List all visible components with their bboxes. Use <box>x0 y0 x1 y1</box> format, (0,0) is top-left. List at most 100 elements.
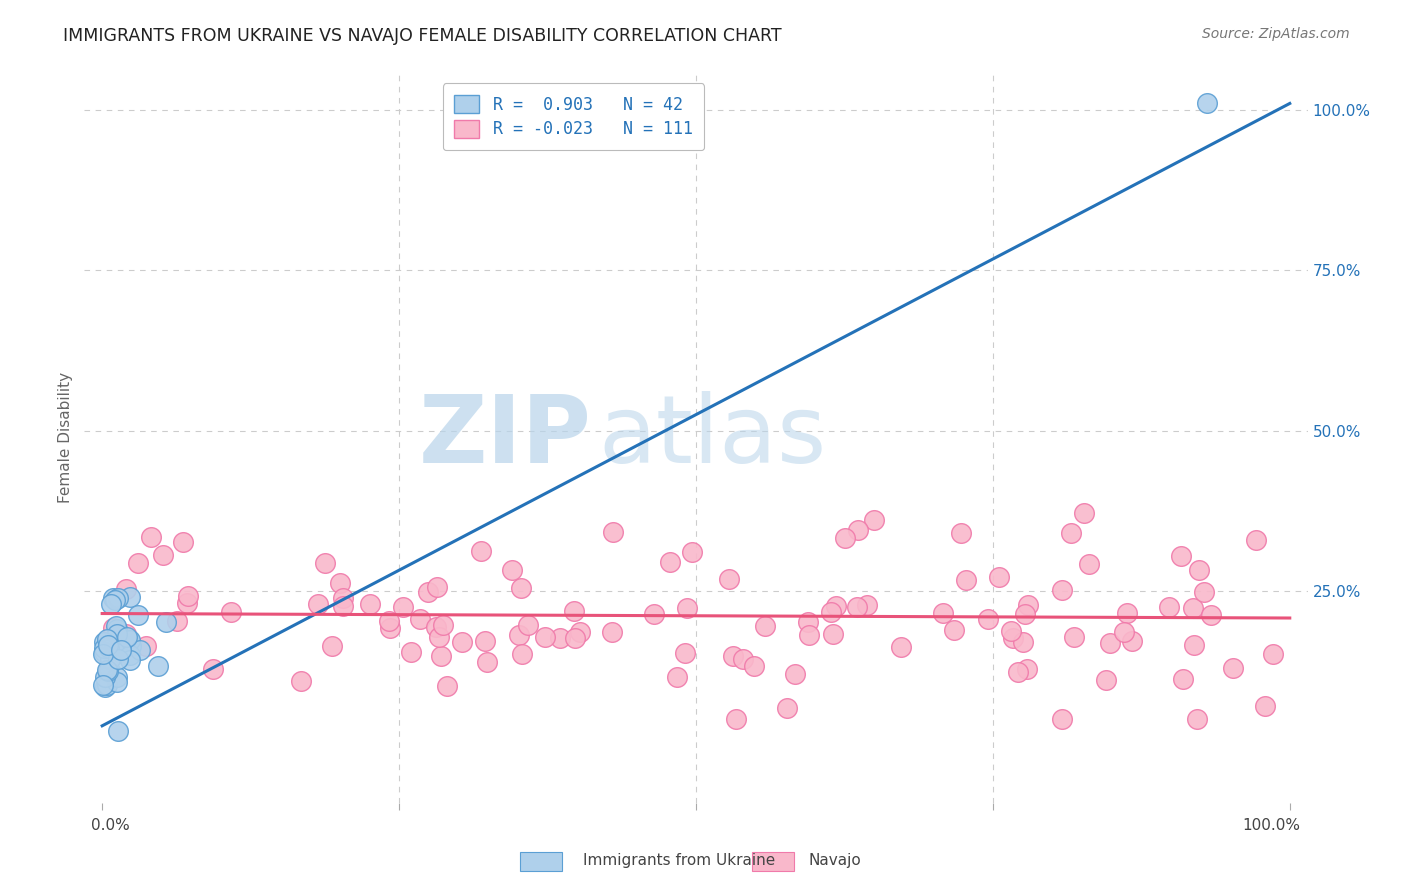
Point <box>118 590 141 604</box>
Point <box>1095 673 1118 688</box>
Point <box>681 545 703 559</box>
Point <box>101 621 124 635</box>
Point <box>392 600 415 615</box>
Point <box>820 605 842 619</box>
Point <box>321 639 343 653</box>
Point <box>602 525 624 540</box>
Point <box>308 597 330 611</box>
Point <box>107 622 129 636</box>
Point <box>533 630 555 644</box>
Point <box>569 625 592 640</box>
Point <box>1192 585 1215 599</box>
Point <box>846 524 869 538</box>
Point <box>1121 633 1143 648</box>
Point <box>1170 549 1192 564</box>
Point <box>107 591 129 606</box>
Point <box>673 646 696 660</box>
Point <box>797 628 820 642</box>
Point <box>91 648 114 662</box>
Point <box>509 581 531 595</box>
Point <box>1222 661 1244 675</box>
Point <box>890 640 912 654</box>
Point <box>427 630 450 644</box>
Point <box>377 614 399 628</box>
Point <box>399 645 422 659</box>
Point <box>176 596 198 610</box>
Point <box>725 712 748 726</box>
Point <box>1115 606 1137 620</box>
Point <box>510 647 533 661</box>
Point <box>1007 665 1029 679</box>
Text: Navajo: Navajo <box>808 854 862 868</box>
Point <box>152 548 174 562</box>
Point <box>1182 638 1205 652</box>
Point <box>1244 533 1267 547</box>
Point <box>93 641 115 656</box>
Point <box>107 724 129 739</box>
Point <box>1014 607 1036 622</box>
Point <box>863 513 886 527</box>
Point <box>96 678 118 692</box>
Point <box>98 661 121 675</box>
Point <box>430 648 453 663</box>
Point <box>658 555 681 569</box>
Point <box>290 674 312 689</box>
Point <box>135 639 157 653</box>
Point <box>1098 635 1121 649</box>
Point <box>114 627 136 641</box>
Point <box>731 652 754 666</box>
Text: ZIP: ZIP <box>419 391 592 483</box>
Point <box>1261 647 1284 661</box>
Point <box>359 598 381 612</box>
Point <box>1017 662 1039 676</box>
Text: atlas: atlas <box>598 391 827 483</box>
Point <box>1078 558 1101 572</box>
Point <box>432 617 454 632</box>
Point <box>127 608 149 623</box>
Point <box>742 658 765 673</box>
Point <box>115 582 138 596</box>
Point <box>1171 672 1194 686</box>
Text: IMMIGRANTS FROM UKRAINE VS NAVAJO FEMALE DISABILITY CORRELATION CHART: IMMIGRANTS FROM UKRAINE VS NAVAJO FEMALE… <box>63 27 782 45</box>
Point <box>425 620 447 634</box>
Text: Source: ZipAtlas.com: Source: ZipAtlas.com <box>1202 27 1350 41</box>
Point <box>564 631 586 645</box>
Point <box>380 621 402 635</box>
Point <box>1063 630 1085 644</box>
Point <box>1073 506 1095 520</box>
Point <box>834 532 856 546</box>
Point <box>821 627 844 641</box>
Legend: R =  0.903   N = 42, R = -0.023   N = 111: R = 0.903 N = 42, R = -0.023 N = 111 <box>443 83 704 150</box>
Point <box>846 599 869 614</box>
Point <box>665 670 688 684</box>
Point <box>987 569 1010 583</box>
Point <box>219 605 242 619</box>
Point <box>825 599 848 613</box>
Point <box>548 631 571 645</box>
Point <box>508 628 530 642</box>
Point <box>1185 712 1208 726</box>
Point <box>139 530 162 544</box>
Point <box>1012 635 1035 649</box>
Point <box>1195 96 1218 111</box>
Point <box>114 640 136 654</box>
Point <box>105 627 128 641</box>
Point <box>643 607 665 621</box>
Point <box>332 599 354 613</box>
Point <box>97 640 120 655</box>
Point <box>1159 599 1181 614</box>
Point <box>96 663 118 677</box>
Point <box>177 589 200 603</box>
Point <box>127 556 149 570</box>
Point <box>93 645 115 659</box>
Point <box>96 632 118 646</box>
Point <box>955 573 977 587</box>
Point <box>451 635 474 649</box>
Point <box>118 632 141 647</box>
Point <box>146 659 169 673</box>
Point <box>115 631 138 645</box>
Point <box>93 635 115 649</box>
Point <box>562 604 585 618</box>
Point <box>120 639 142 653</box>
Point <box>855 598 877 612</box>
